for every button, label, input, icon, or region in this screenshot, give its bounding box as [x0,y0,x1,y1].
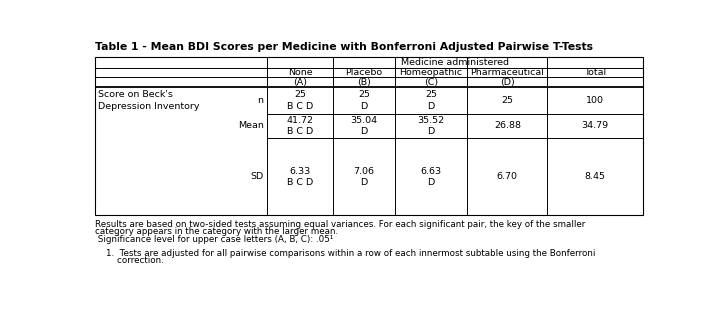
Text: 26.88: 26.88 [494,121,521,130]
Text: 34.79: 34.79 [581,121,608,130]
Text: Score on Beck's
Depression Inventory: Score on Beck's Depression Inventory [98,90,199,111]
Text: n: n [258,96,264,105]
Text: Medicine administered: Medicine administered [400,58,508,67]
Text: 25
B C D: 25 B C D [287,91,313,111]
Text: (C): (C) [424,78,438,87]
Text: 100: 100 [586,96,604,105]
Text: 6.70: 6.70 [497,172,518,181]
Text: 25
D: 25 D [425,91,437,111]
Text: (D): (D) [500,78,515,87]
Text: Results are based on two-sided tests assuming equal variances. For each signific: Results are based on two-sided tests ass… [96,220,586,229]
Text: 41.72
B C D: 41.72 B C D [287,116,313,136]
Text: 6.63
D: 6.63 D [420,167,441,187]
Text: Significance level for upper case letters (A, B, C): .05¹: Significance level for upper case letter… [96,234,334,244]
Text: Homeopathic: Homeopathic [400,68,462,77]
Bar [96,58,642,215]
Text: Mean: Mean [238,121,264,130]
Text: 8.45: 8.45 [585,172,606,181]
Text: Pharmaceutical: Pharmaceutical [470,68,544,77]
Text: Placebo: Placebo [346,68,382,77]
Text: 25: 25 [501,96,513,105]
Text: (A): (A) [293,78,307,87]
Text: 7.06
D: 7.06 D [354,167,374,187]
Text: category appears in the category with the larger mean.: category appears in the category with th… [96,227,338,236]
Text: 1.  Tests are adjusted for all pairwise comparisons within a row of each innermo: 1. Tests are adjusted for all pairwise c… [96,249,596,258]
Text: 25
D: 25 D [358,91,370,111]
Text: None: None [288,68,312,77]
Text: 6.33
B C D: 6.33 B C D [287,167,313,187]
Text: Table 1 - Mean BDI Scores per Medicine with Bonferroni Adjusted Pairwise T-Tests: Table 1 - Mean BDI Scores per Medicine w… [96,42,593,52]
Text: 35.04
D: 35.04 D [351,116,377,136]
Text: Total: Total [584,68,606,77]
Text: 35.52
D: 35.52 D [418,116,444,136]
Text: SD: SD [251,172,264,181]
Text: correction.: correction. [96,256,164,266]
Text: (B): (B) [357,78,371,87]
